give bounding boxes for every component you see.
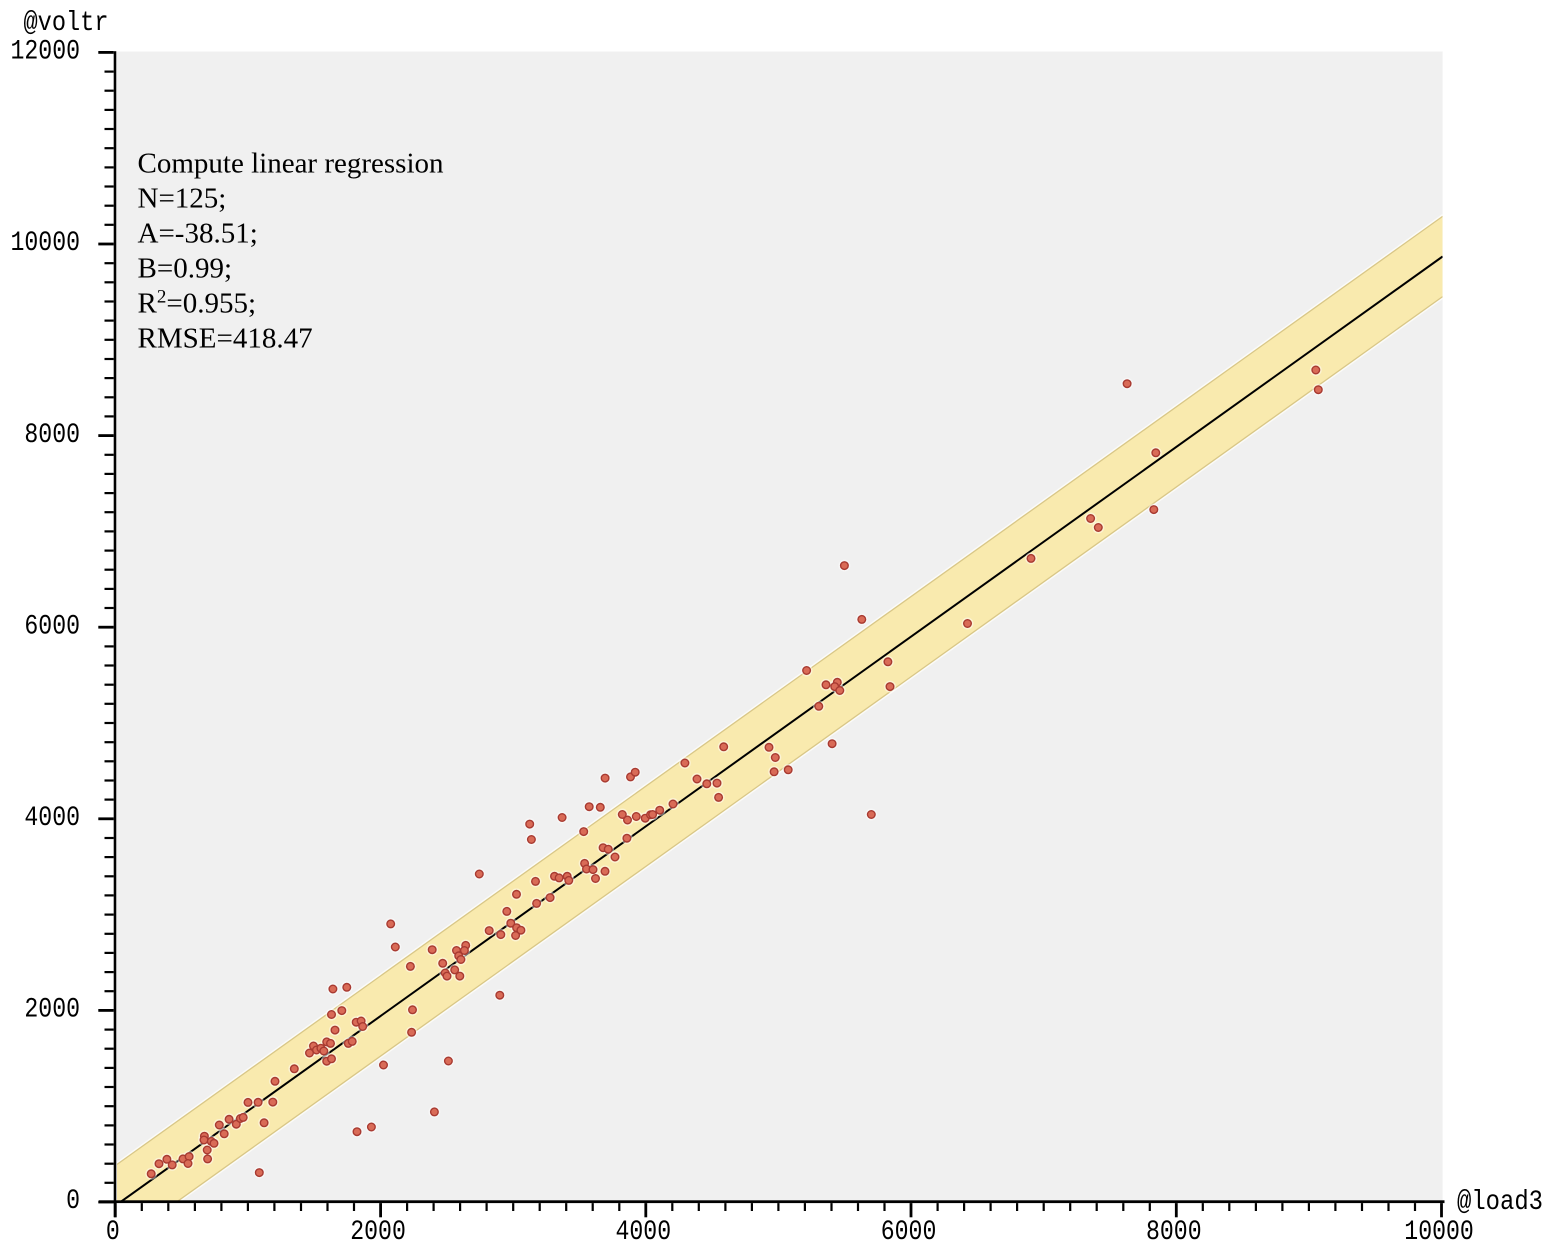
svg-text:2000: 2000 bbox=[24, 995, 80, 1026]
svg-text:12000: 12000 bbox=[11, 37, 81, 68]
svg-text:6000: 6000 bbox=[881, 1217, 937, 1248]
svg-text:N=125;: N=125; bbox=[138, 183, 227, 215]
svg-text:A=-38.51;: A=-38.51; bbox=[138, 218, 258, 250]
svg-text:R2=0.955;: R2=0.955; bbox=[138, 287, 257, 320]
svg-text:8000: 8000 bbox=[24, 420, 80, 451]
svg-text:Compute linear regression: Compute linear regression bbox=[138, 148, 445, 180]
svg-text:10000: 10000 bbox=[1404, 1217, 1474, 1248]
svg-text:B=0.99;: B=0.99; bbox=[138, 253, 233, 285]
svg-text:0: 0 bbox=[66, 1186, 80, 1217]
svg-text:4000: 4000 bbox=[24, 803, 80, 834]
svg-text:@voltr: @voltr bbox=[24, 8, 109, 39]
svg-text:0: 0 bbox=[106, 1217, 120, 1248]
svg-text:6000: 6000 bbox=[24, 611, 80, 642]
svg-text:RMSE=418.47: RMSE=418.47 bbox=[138, 323, 313, 355]
svg-text:@load3: @load3 bbox=[1457, 1187, 1543, 1218]
svg-text:8000: 8000 bbox=[1146, 1217, 1202, 1248]
svg-text:10000: 10000 bbox=[11, 228, 81, 259]
svg-text:4000: 4000 bbox=[616, 1217, 672, 1248]
svg-text:2000: 2000 bbox=[350, 1217, 406, 1248]
